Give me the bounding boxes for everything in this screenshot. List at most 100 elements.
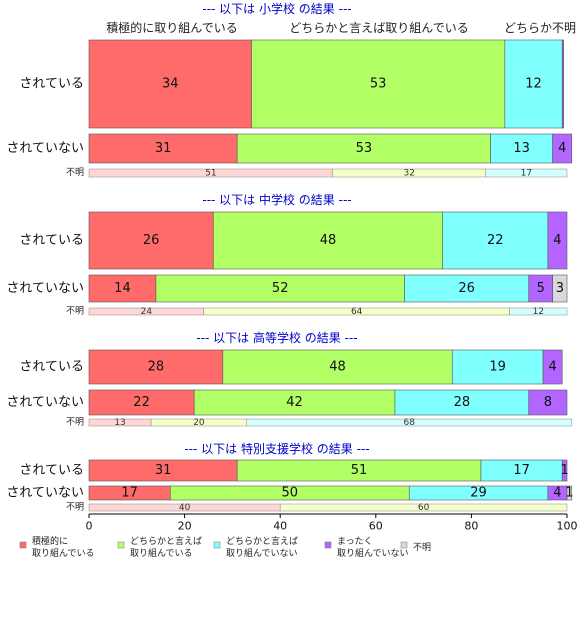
bar-segment bbox=[155, 274, 405, 303]
legend-swatch bbox=[117, 541, 125, 549]
legend-swatch bbox=[213, 541, 221, 549]
bar-segment bbox=[566, 485, 573, 501]
data-label: 1 bbox=[565, 486, 573, 501]
bar-segment bbox=[542, 349, 563, 385]
data-label: 34 bbox=[162, 77, 179, 92]
bar-segment bbox=[561, 459, 568, 482]
legend-swatch bbox=[19, 541, 27, 549]
legend-label: どちらかと言えば bbox=[130, 535, 202, 547]
legend-label: 取り組んでいない bbox=[337, 547, 409, 559]
data-label: 52 bbox=[272, 281, 289, 296]
x-tick-label: 40 bbox=[273, 520, 287, 533]
legend-label: まったく bbox=[337, 536, 373, 547]
data-label: 17 bbox=[121, 486, 138, 501]
data-label: 31 bbox=[155, 463, 172, 478]
x-tick-label: 80 bbox=[464, 520, 478, 533]
legend-label: 取り組んでいる bbox=[130, 547, 193, 559]
data-label: 31 bbox=[155, 141, 172, 156]
data-label: 29 bbox=[470, 486, 487, 501]
data-label: 14 bbox=[114, 281, 131, 296]
data-label: 68 bbox=[404, 418, 416, 428]
x-tick-label: 20 bbox=[178, 520, 192, 533]
data-label: 26 bbox=[143, 233, 160, 248]
data-label: 40 bbox=[179, 503, 191, 513]
data-label: 32 bbox=[404, 169, 415, 179]
column-label: どちらか不明 bbox=[504, 21, 576, 35]
row-label: されている bbox=[19, 233, 84, 248]
data-label: 28 bbox=[148, 360, 165, 375]
bar-segment bbox=[528, 389, 568, 416]
data-label: 12 bbox=[525, 77, 542, 92]
data-label: 53 bbox=[370, 77, 387, 92]
section-title: --- 以下は 中学校 の結果 --- bbox=[202, 192, 351, 207]
data-label: 12 bbox=[533, 307, 544, 317]
row-label: されていない bbox=[6, 281, 84, 296]
unknown-segment bbox=[279, 503, 568, 512]
data-label: 53 bbox=[356, 141, 373, 156]
row-label: 不明 bbox=[66, 417, 84, 428]
bar-segment bbox=[212, 211, 444, 270]
bar-segment bbox=[442, 211, 549, 270]
data-label: 20 bbox=[193, 418, 205, 428]
row-label: されていない bbox=[6, 141, 84, 156]
data-label: 4 bbox=[558, 141, 566, 156]
data-label: 5 bbox=[537, 281, 545, 296]
data-label: 1 bbox=[560, 463, 568, 478]
unknown-segment bbox=[246, 418, 573, 427]
bar-segment bbox=[451, 349, 544, 385]
data-label: 17 bbox=[513, 463, 530, 478]
unknown-segment bbox=[485, 168, 568, 178]
bar-segment bbox=[88, 274, 157, 303]
bar-segment bbox=[88, 39, 252, 129]
bar-segment bbox=[193, 389, 396, 416]
data-label: 51 bbox=[205, 169, 216, 179]
data-label: 28 bbox=[454, 395, 471, 410]
legend-label: 取り組んでいない bbox=[226, 547, 298, 559]
legend-label: 取り組んでいる bbox=[32, 547, 95, 559]
data-label: 42 bbox=[286, 395, 303, 410]
data-label: 60 bbox=[418, 503, 430, 513]
bar-segment bbox=[222, 349, 453, 385]
bar-segment bbox=[394, 389, 530, 416]
bar-segment bbox=[88, 211, 214, 270]
x-tick-label: 100 bbox=[557, 520, 578, 533]
bar-segment bbox=[547, 211, 568, 270]
row-label: されている bbox=[19, 360, 84, 375]
data-label: 22 bbox=[487, 233, 504, 248]
data-label: 3 bbox=[556, 281, 564, 296]
x-tick-label: 60 bbox=[369, 520, 383, 533]
row-label: されていない bbox=[6, 486, 84, 501]
column-label: どちらかと言えば取り組んでいる bbox=[289, 21, 468, 35]
row-label: 不明 bbox=[66, 502, 84, 513]
section-title: --- 以下は 特別支援学校 の結果 --- bbox=[184, 441, 369, 456]
data-label: 17 bbox=[521, 169, 532, 179]
data-label: 24 bbox=[141, 307, 153, 317]
bar-segment bbox=[88, 133, 238, 164]
bar-segment bbox=[236, 133, 491, 164]
data-label: 50 bbox=[281, 486, 298, 501]
data-label: 22 bbox=[133, 395, 150, 410]
data-label: 4 bbox=[553, 233, 561, 248]
bar-segment bbox=[88, 349, 224, 385]
legend-swatch bbox=[324, 541, 332, 549]
data-label: 64 bbox=[351, 307, 363, 317]
data-label: 51 bbox=[351, 463, 368, 478]
section-title: --- 以下は 高等学校 の結果 --- bbox=[196, 330, 357, 345]
data-label: 4 bbox=[549, 360, 557, 375]
data-label: 48 bbox=[320, 233, 337, 248]
bar-segment bbox=[552, 133, 573, 164]
unknown-segment bbox=[509, 307, 568, 316]
data-label: 8 bbox=[544, 395, 552, 410]
row-label: されている bbox=[19, 77, 84, 92]
data-label: 48 bbox=[329, 360, 346, 375]
data-label: 4 bbox=[553, 486, 561, 501]
row-label: されている bbox=[19, 463, 84, 478]
data-label: 26 bbox=[458, 281, 475, 296]
row-label: 不明 bbox=[66, 306, 84, 317]
bar-segment bbox=[504, 39, 563, 129]
legend-label: 不明 bbox=[413, 542, 431, 553]
legend-swatch bbox=[400, 541, 408, 549]
bar-segment bbox=[552, 274, 568, 303]
column-label: 積極的に取り組んでいる bbox=[106, 20, 237, 35]
